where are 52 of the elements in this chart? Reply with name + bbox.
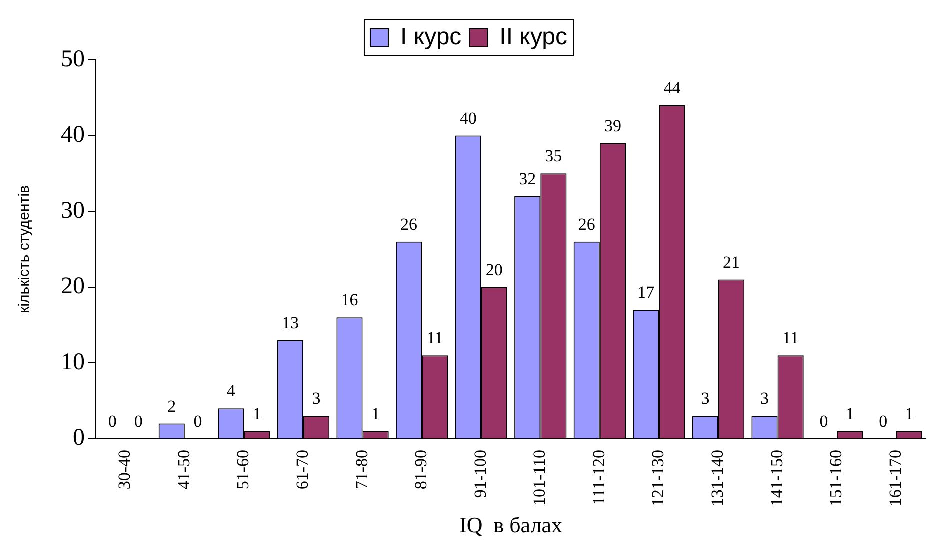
x-tick-label: 121-130	[648, 450, 668, 507]
y-tick-label: 40	[61, 122, 85, 148]
x-tick-label: 51-60	[234, 450, 253, 490]
data-label: 20	[486, 260, 503, 280]
data-label: 1	[905, 404, 914, 424]
x-tick-label: 141-150	[767, 450, 786, 507]
x-tick-label: 151-160	[826, 450, 846, 507]
data-label: 3	[760, 389, 769, 408]
x-tick-label: 101-110	[530, 450, 550, 506]
data-label: 11	[782, 328, 800, 348]
legend-label: I курс	[400, 24, 462, 51]
data-label: 17	[638, 283, 656, 302]
data-label: 0	[194, 412, 202, 431]
y-tick-label: 50	[61, 46, 85, 72]
x-tick-label: 41-50	[174, 450, 194, 490]
y-tick-label: 30	[61, 198, 85, 224]
data-label: 26	[400, 214, 418, 234]
data-label: 21	[723, 252, 740, 272]
x-tick-label: 71-80	[352, 450, 372, 490]
legend-label: II курс	[500, 24, 568, 51]
data-label: 0	[820, 412, 828, 431]
data-label: 40	[460, 108, 477, 128]
data-label: 2	[168, 396, 176, 416]
x-tick-label: 81-90	[412, 450, 431, 490]
data-label: 32	[519, 169, 536, 188]
data-label: 0	[134, 412, 143, 431]
data-label: 26	[578, 214, 596, 234]
data-label: 0	[879, 412, 888, 431]
y-tick-label: 0	[73, 425, 85, 452]
x-tick-label: 30-40	[115, 450, 134, 490]
x-tick-label: 131-140	[708, 450, 727, 507]
x-axis-title: IQ в балах	[460, 512, 562, 538]
data-label: 1	[372, 404, 380, 424]
x-tick-label: 111-120	[589, 450, 608, 506]
y-tick-label: 10	[61, 349, 85, 376]
data-label: 44	[664, 78, 682, 98]
data-label: 0	[108, 412, 117, 431]
data-label: 4	[226, 382, 236, 401]
data-label: 3	[312, 389, 321, 408]
x-tick-label: 61-70	[292, 450, 312, 490]
y-axis-title: кількість студентів	[16, 186, 34, 314]
data-label: 3	[701, 389, 710, 408]
data-label: 13	[282, 313, 299, 332]
x-tick-label: 91-100	[470, 450, 490, 498]
data-label: 16	[341, 290, 358, 310]
y-tick-label: 20	[61, 274, 85, 300]
data-label: 39	[604, 116, 622, 136]
data-label: 11	[426, 328, 444, 348]
data-label: 35	[545, 146, 562, 166]
data-label: 1	[846, 404, 854, 424]
x-tick-label: 161-170	[886, 450, 905, 507]
data-label: 1	[253, 404, 262, 424]
